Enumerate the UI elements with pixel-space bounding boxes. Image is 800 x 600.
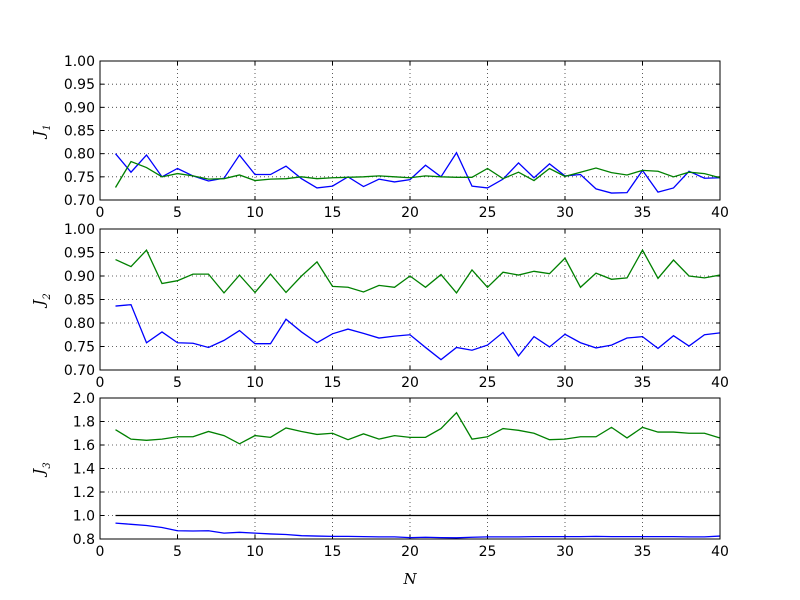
- series-line-2: [115, 522, 721, 539]
- x-tick-label: 5: [173, 544, 182, 560]
- x-tick-label: 35: [634, 544, 652, 560]
- series-line-2: [114, 160, 721, 188]
- x-tick-label: 5: [173, 375, 182, 391]
- x-tick-label: 20: [401, 544, 419, 560]
- y-tick-label: 1.00: [64, 222, 95, 238]
- y-tick-label: 0.95: [64, 77, 95, 93]
- y-tick-label: 0.75: [64, 170, 95, 186]
- x-tick-label: 30: [556, 544, 574, 560]
- y-tick-label: 1.00: [64, 54, 95, 70]
- panel-2: 0 5 10 15 20 25 30 35 40 0.70 0.75 0.80 0.85 0.90 0.95…: [30, 222, 729, 391]
- x-tick-label: 40: [711, 205, 729, 221]
- y-tick-label: 1.2: [73, 485, 95, 501]
- x-tick-label: 0: [96, 544, 105, 560]
- y-axis-label-subscript: 1: [42, 124, 53, 130]
- y-axis-label-main: J: [30, 130, 48, 140]
- x-tick-label: 35: [634, 375, 652, 391]
- x-tick-label: 25: [479, 375, 497, 391]
- x-tick-label: 25: [479, 544, 497, 560]
- y-axis-label: J2: [30, 293, 53, 308]
- y-tick-label: 0.70: [64, 363, 95, 379]
- y-tick-label: 1.6: [73, 438, 95, 454]
- x-tick-label: 40: [711, 375, 729, 391]
- x-tick-label: 40: [711, 544, 729, 560]
- plot-frame: [99, 60, 721, 201]
- plot-frame: [99, 397, 721, 540]
- y-tick-label: 1.0: [73, 509, 95, 525]
- y-axis-label-subscript: 2: [42, 293, 53, 300]
- x-tick-label: 0: [96, 375, 105, 391]
- x-tick-label: 20: [401, 205, 419, 221]
- y-tick-label: 1.4: [73, 462, 95, 478]
- x-tick-label: 30: [556, 375, 574, 391]
- y-tick-label: 1.8: [73, 415, 95, 431]
- x-tick-label: 10: [246, 544, 264, 560]
- x-tick-label: 35: [634, 205, 652, 221]
- series-line-3: [115, 411, 721, 445]
- x-axis-label: N: [402, 570, 417, 588]
- x-tick-label: 15: [324, 205, 342, 221]
- x-tick-label: 25: [479, 205, 497, 221]
- y-tick-label: 0.85: [64, 124, 95, 140]
- x-tick-label: 10: [246, 375, 264, 391]
- y-tick-label: 0.70: [64, 193, 95, 209]
- x-tick-label: 20: [401, 375, 419, 391]
- x-tick-label: 30: [556, 205, 574, 221]
- y-tick-label: 0.80: [64, 316, 95, 332]
- y-tick-label: 0.90: [64, 269, 95, 285]
- y-tick-label: 0.95: [64, 246, 95, 262]
- x-tick-label: 5: [173, 205, 182, 221]
- plot-frame: [99, 228, 721, 371]
- panel-1: 0 5 10 15 20 25 30 35 40 0.70 0.75 0.80 0.85 0.90 0.95…: [30, 54, 729, 221]
- y-tick-label: 0.80: [64, 147, 95, 163]
- y-axis-label-subscript: 3: [42, 462, 53, 468]
- y-axis-label-main: J: [30, 299, 48, 309]
- x-tick-label: 15: [324, 544, 342, 560]
- y-tick-label: 0.90: [64, 100, 95, 116]
- y-axis-label-main: J: [30, 468, 48, 478]
- x-tick-label: 0: [96, 205, 105, 221]
- x-tick-label: 10: [246, 205, 264, 221]
- panel-3: 0 5 10 15 20 25 30 35 40 0.8 1.0 1.2 1.4 1.6 1.8 2.0 J3 N: [30, 391, 729, 588]
- y-tick-label: 2.0: [73, 391, 95, 407]
- y-tick-label: 0.75: [64, 340, 95, 356]
- y-tick-label: 0.85: [64, 293, 95, 309]
- y-axis-label: J1: [30, 124, 53, 139]
- series-line-1: [115, 303, 721, 361]
- series-line-2: [115, 248, 721, 294]
- y-tick-label: 0.8: [73, 532, 95, 548]
- x-tick-label: 15: [324, 375, 342, 391]
- series-line-1: [115, 151, 721, 194]
- y-axis-label: J3: [30, 462, 53, 477]
